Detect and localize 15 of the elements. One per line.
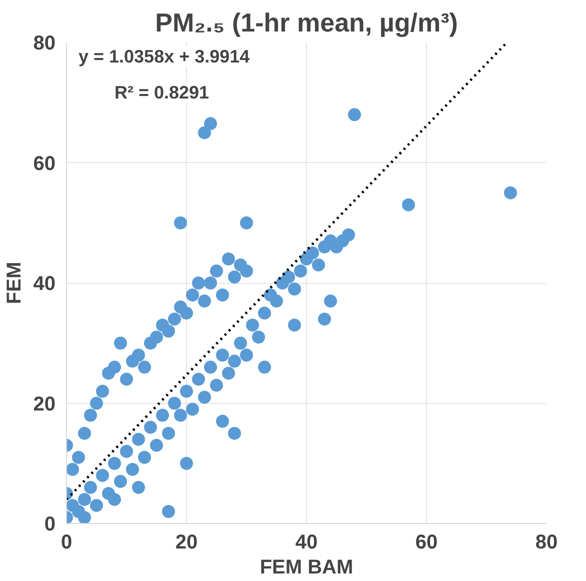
x-tick-label: 80	[535, 532, 558, 554]
annotation: R² = 0.8291	[114, 82, 210, 103]
chart-title: PM₂.₅ (1-hr mean, µg/m³)	[155, 8, 458, 38]
x-axis-title: FEM BAM	[260, 556, 354, 578]
y-axis-title: FEM	[3, 262, 26, 304]
y-tick-label: 0	[44, 514, 56, 536]
x-tick-label: 40	[295, 532, 318, 554]
y-tick-label: 40	[33, 273, 56, 295]
x-tick-label: 0	[60, 532, 72, 554]
y-tick-label: 20	[33, 393, 56, 416]
x-tick-label: 20	[175, 532, 198, 554]
y-tick-label: 80	[33, 32, 56, 54]
annotation: y = 1.0358x + 3.9914	[78, 46, 250, 67]
x-tick-label: 60	[415, 532, 438, 554]
y-tick-label: 60	[33, 152, 56, 175]
